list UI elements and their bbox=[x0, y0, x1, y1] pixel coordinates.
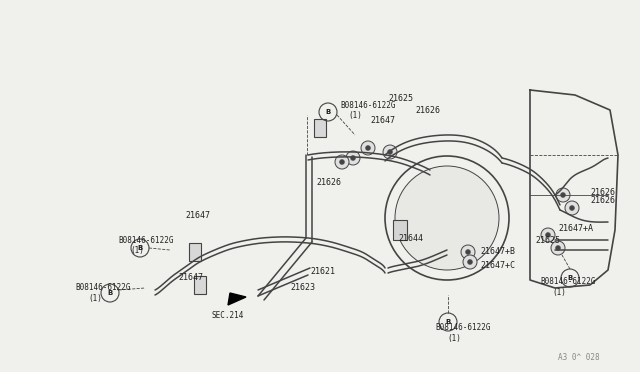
Text: B: B bbox=[568, 275, 573, 281]
Text: 21625: 21625 bbox=[535, 235, 560, 244]
Text: B08146-6122G: B08146-6122G bbox=[75, 283, 131, 292]
FancyBboxPatch shape bbox=[393, 220, 407, 240]
Text: B: B bbox=[138, 245, 143, 251]
FancyBboxPatch shape bbox=[194, 276, 206, 294]
FancyBboxPatch shape bbox=[189, 243, 201, 261]
Ellipse shape bbox=[395, 166, 499, 270]
Circle shape bbox=[561, 192, 566, 198]
Text: 21647: 21647 bbox=[178, 273, 203, 282]
Text: (1): (1) bbox=[552, 288, 566, 296]
Text: (1): (1) bbox=[447, 334, 461, 343]
Text: 21626: 21626 bbox=[590, 187, 615, 196]
Text: 21647: 21647 bbox=[370, 115, 395, 125]
Circle shape bbox=[545, 232, 550, 237]
Text: (1): (1) bbox=[348, 110, 362, 119]
Circle shape bbox=[387, 150, 392, 154]
Circle shape bbox=[570, 205, 575, 211]
Circle shape bbox=[361, 141, 375, 155]
Circle shape bbox=[335, 155, 349, 169]
Text: B: B bbox=[325, 109, 331, 115]
Text: B08146-6122G: B08146-6122G bbox=[118, 235, 173, 244]
FancyBboxPatch shape bbox=[314, 119, 326, 137]
Circle shape bbox=[351, 155, 355, 160]
Circle shape bbox=[339, 160, 344, 164]
Text: 21621: 21621 bbox=[310, 267, 335, 276]
Circle shape bbox=[556, 188, 570, 202]
Text: 21625: 21625 bbox=[388, 93, 413, 103]
Text: SEC.214: SEC.214 bbox=[212, 311, 244, 320]
Text: (1): (1) bbox=[88, 294, 102, 302]
Circle shape bbox=[565, 201, 579, 215]
Text: A3 0^ 028: A3 0^ 028 bbox=[558, 353, 600, 362]
Text: 21626: 21626 bbox=[316, 177, 341, 186]
Text: 21626: 21626 bbox=[590, 196, 615, 205]
Text: 21626: 21626 bbox=[415, 106, 440, 115]
Circle shape bbox=[383, 145, 397, 159]
Polygon shape bbox=[228, 293, 246, 305]
Circle shape bbox=[467, 260, 472, 264]
Text: B08146-6122G: B08146-6122G bbox=[540, 278, 595, 286]
Text: (1): (1) bbox=[130, 246, 144, 254]
Circle shape bbox=[461, 245, 475, 259]
Text: 21647: 21647 bbox=[185, 211, 210, 219]
Text: 21647+B: 21647+B bbox=[480, 247, 515, 257]
Circle shape bbox=[556, 246, 561, 250]
Text: B08146-6122G: B08146-6122G bbox=[435, 324, 490, 333]
Text: 21623: 21623 bbox=[290, 283, 315, 292]
Text: 21647+A: 21647+A bbox=[558, 224, 593, 232]
Circle shape bbox=[465, 250, 470, 254]
Circle shape bbox=[551, 241, 565, 255]
Circle shape bbox=[346, 151, 360, 165]
Text: 21647+C: 21647+C bbox=[480, 260, 515, 269]
Text: B: B bbox=[445, 319, 451, 325]
Text: B08146-6122G: B08146-6122G bbox=[340, 100, 396, 109]
Circle shape bbox=[365, 145, 371, 151]
Circle shape bbox=[463, 255, 477, 269]
Text: 21644: 21644 bbox=[398, 234, 423, 243]
Text: B: B bbox=[108, 290, 113, 296]
Circle shape bbox=[541, 228, 555, 242]
